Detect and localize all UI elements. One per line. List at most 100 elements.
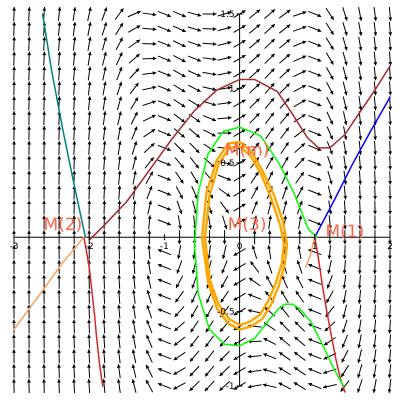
field-arrow — [326, 111, 334, 125]
field-arrow — [12, 140, 16, 155]
field-arrow — [217, 41, 232, 47]
field-arrow — [278, 38, 291, 49]
field-arrow — [42, 51, 47, 66]
field-arrow — [204, 380, 215, 392]
field-arrow — [308, 263, 322, 271]
field-arrow — [342, 81, 348, 96]
field-arrow — [57, 349, 61, 364]
field-arrow — [173, 113, 186, 123]
field-arrow — [248, 24, 261, 34]
field-arrow — [373, 66, 378, 81]
field-arrow — [129, 82, 139, 95]
field-arrow — [308, 100, 322, 107]
trajectory-curve — [193, 126, 318, 246]
field-arrow — [146, 185, 153, 200]
field-arrow — [189, 350, 200, 362]
trajectory-curve — [83, 236, 104, 387]
field-arrow — [388, 126, 393, 141]
field-arrow — [342, 96, 348, 111]
field-arrow — [388, 200, 392, 215]
field-arrow — [293, 99, 307, 108]
field-arrow — [187, 55, 202, 62]
field-arrow — [42, 274, 46, 289]
tick-labels: -3 -2 -1 0 1 2 1.5 1 0.5 -0.5 -1 — [10, 10, 393, 392]
trajectories — [13, 13, 391, 393]
field-arrow — [42, 155, 47, 170]
field-arrow — [308, 293, 322, 300]
field-arrow — [191, 290, 198, 304]
field-arrow — [293, 84, 307, 93]
field-arrow — [145, 364, 153, 378]
field-arrow — [142, 71, 157, 76]
field-arrow — [102, 289, 107, 304]
field-arrow — [248, 38, 261, 49]
field-arrow — [145, 171, 154, 185]
field-arrow — [27, 51, 32, 66]
field-arrow — [308, 353, 322, 360]
field-arrow — [87, 96, 92, 111]
field-arrow — [342, 66, 348, 81]
field-arrow — [191, 185, 198, 200]
field-arrow — [280, 127, 290, 139]
field-arrow — [265, 275, 274, 289]
field-arrow — [101, 7, 108, 21]
field-arrow — [146, 259, 151, 274]
trajectory-curve — [314, 236, 346, 393]
vector-field — [12, 6, 393, 394]
field-arrow — [102, 319, 106, 334]
field-arrow — [146, 334, 153, 348]
field-arrow — [175, 171, 184, 184]
field-arrow — [12, 170, 16, 185]
field-arrow — [12, 319, 16, 334]
field-arrow — [87, 66, 92, 81]
field-arrow — [101, 378, 106, 394]
field-arrow — [57, 21, 62, 36]
field-arrow — [157, 338, 172, 345]
field-arrow — [57, 36, 62, 51]
field-arrow — [387, 334, 392, 349]
field-arrow — [157, 129, 172, 137]
field-arrow — [205, 320, 214, 333]
field-arrow — [27, 126, 32, 141]
field-arrow — [142, 114, 156, 122]
field-arrow — [87, 111, 92, 126]
field-arrow — [102, 126, 107, 141]
field-arrow — [87, 126, 92, 141]
x-tick-label: -3 — [10, 242, 19, 252]
field-arrow — [187, 40, 202, 47]
field-arrow — [247, 309, 262, 314]
field-arrow — [322, 384, 337, 389]
field-arrow — [372, 259, 377, 274]
field-arrow — [157, 278, 172, 285]
field-arrow — [219, 335, 230, 347]
field-arrow — [157, 368, 172, 375]
field-arrow — [42, 185, 47, 200]
field-arrow — [102, 245, 107, 260]
field-arrow — [42, 215, 47, 230]
field-arrow — [157, 144, 172, 151]
field-arrow — [188, 84, 201, 93]
field-arrow — [203, 143, 216, 153]
field-arrow — [87, 21, 92, 36]
field-arrow — [72, 111, 77, 126]
field-arrow — [72, 155, 77, 170]
field-arrow — [102, 96, 107, 111]
field-arrow — [279, 68, 291, 79]
field-arrow — [27, 215, 31, 230]
field-arrow — [131, 141, 138, 155]
field-arrow — [280, 305, 290, 318]
field-arrow — [176, 260, 183, 274]
region-labels: M(m) M(3) M(2) M(1) — [44, 140, 365, 242]
x-tick-label: -1 — [160, 242, 169, 252]
field-arrow — [357, 349, 363, 364]
region-label: M(1) — [326, 222, 365, 242]
field-arrow — [116, 334, 121, 349]
field-arrow — [27, 378, 31, 394]
y-tick-label: 1 — [229, 84, 235, 94]
field-arrow — [293, 381, 306, 391]
field-arrow — [101, 36, 108, 51]
field-arrow — [131, 126, 138, 140]
field-arrow — [358, 21, 363, 36]
field-arrow — [308, 189, 322, 196]
field-arrow — [202, 86, 217, 92]
